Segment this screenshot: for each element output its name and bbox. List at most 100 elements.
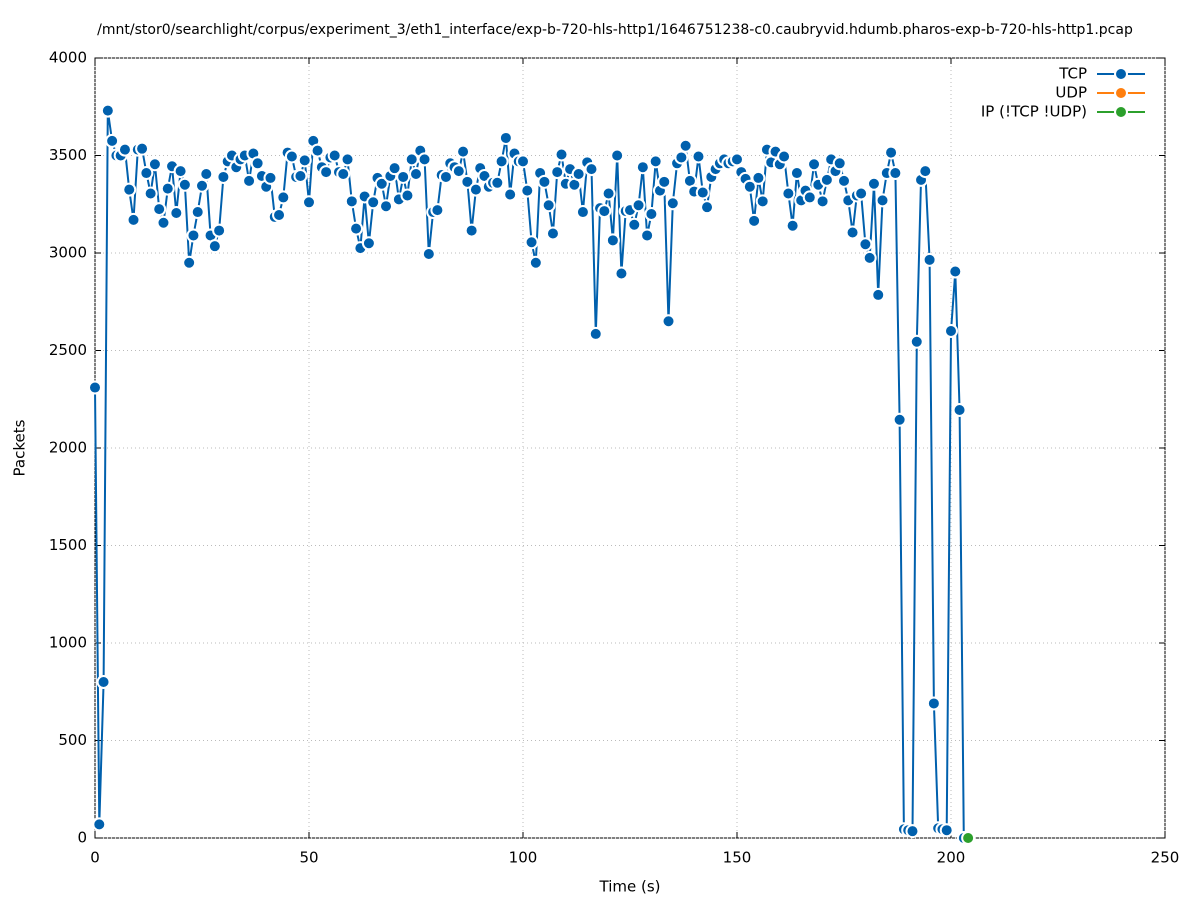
y-tick-label: 4000 <box>49 49 87 67</box>
x-axis-label: Time (s) <box>599 878 661 896</box>
data-point <box>152 202 167 217</box>
data-point <box>528 255 543 270</box>
data-point <box>627 217 642 232</box>
data-point <box>635 160 650 175</box>
data-point <box>242 173 257 188</box>
data-point <box>751 170 766 185</box>
data-point <box>293 168 308 183</box>
data-point <box>948 264 963 279</box>
data-point <box>438 169 453 184</box>
data-point <box>747 213 762 228</box>
legend-marker <box>1114 67 1128 81</box>
series-line <box>94 110 965 839</box>
data-point <box>297 153 312 168</box>
data-point <box>284 149 299 164</box>
data-point <box>216 169 231 184</box>
data-point <box>922 252 937 267</box>
data-point <box>92 817 107 832</box>
data-point <box>430 203 445 218</box>
data-point <box>503 187 518 202</box>
data-point <box>336 167 351 182</box>
data-point <box>340 152 355 167</box>
data-point <box>88 380 102 395</box>
data-point <box>182 255 197 270</box>
data-point <box>554 147 569 162</box>
data-point <box>460 174 475 189</box>
data-point <box>421 246 436 261</box>
data-point <box>644 207 659 221</box>
data-point <box>858 237 873 252</box>
data-point <box>409 167 423 182</box>
data-point <box>396 169 411 184</box>
legend-marker <box>1114 86 1128 100</box>
data-point <box>417 152 432 167</box>
data-point <box>807 157 822 172</box>
data-point <box>785 218 800 233</box>
data-point <box>498 130 513 145</box>
data-point <box>678 138 693 153</box>
data-point <box>926 696 941 711</box>
legend-label: UDP <box>1055 84 1087 102</box>
data-point <box>135 141 150 156</box>
data-point <box>884 145 899 160</box>
data-point <box>909 334 924 349</box>
y-tick-label: 3000 <box>49 244 87 262</box>
data-point <box>837 173 851 188</box>
data-point <box>105 133 120 148</box>
data-point <box>456 144 471 159</box>
data-point <box>695 185 710 200</box>
data-point <box>319 165 334 180</box>
data-point <box>349 221 364 236</box>
data-point <box>575 205 590 220</box>
data-point <box>366 195 381 210</box>
data-point <box>871 287 886 302</box>
y-tick-label: 0 <box>77 829 87 847</box>
data-point <box>173 164 188 179</box>
data-point <box>939 823 954 838</box>
y-tick-label: 2500 <box>49 341 87 359</box>
data-point <box>100 103 115 118</box>
data-point <box>250 156 265 171</box>
data-point <box>464 223 479 238</box>
data-point <box>832 156 847 171</box>
data-point <box>648 154 663 169</box>
data-point <box>888 166 903 181</box>
data-point <box>905 824 920 839</box>
data-point <box>614 266 629 281</box>
data-point <box>212 223 227 238</box>
data-point <box>310 143 325 158</box>
x-tick-label: 250 <box>1151 849 1180 867</box>
data-point <box>272 207 287 222</box>
data-point <box>541 198 556 213</box>
data-point <box>866 176 881 191</box>
data-point <box>961 831 976 845</box>
data-point <box>147 157 162 172</box>
data-point <box>516 154 530 169</box>
data-point <box>96 675 111 689</box>
data-point <box>537 174 552 189</box>
x-tick-label: 0 <box>90 849 100 867</box>
data-point <box>631 198 646 213</box>
data-point <box>545 226 560 241</box>
data-point <box>892 412 907 427</box>
data-point <box>190 205 205 220</box>
data-point <box>819 172 834 187</box>
x-tick-label: 150 <box>723 849 752 867</box>
data-point <box>126 212 141 227</box>
data-point <box>952 402 967 417</box>
data-point <box>789 166 804 181</box>
data-point <box>597 204 612 219</box>
data-point <box>520 183 535 198</box>
data-point <box>379 199 394 214</box>
y-axis-label: Packets <box>11 419 29 476</box>
data-point <box>276 190 291 205</box>
data-point <box>862 250 877 265</box>
data-point <box>584 162 599 177</box>
data-point <box>665 196 680 211</box>
y-tick-label: 500 <box>58 731 87 749</box>
x-tick-label: 100 <box>509 849 538 867</box>
data-point <box>122 182 137 197</box>
data-point <box>601 186 616 201</box>
x-tick-label: 50 <box>299 849 318 867</box>
